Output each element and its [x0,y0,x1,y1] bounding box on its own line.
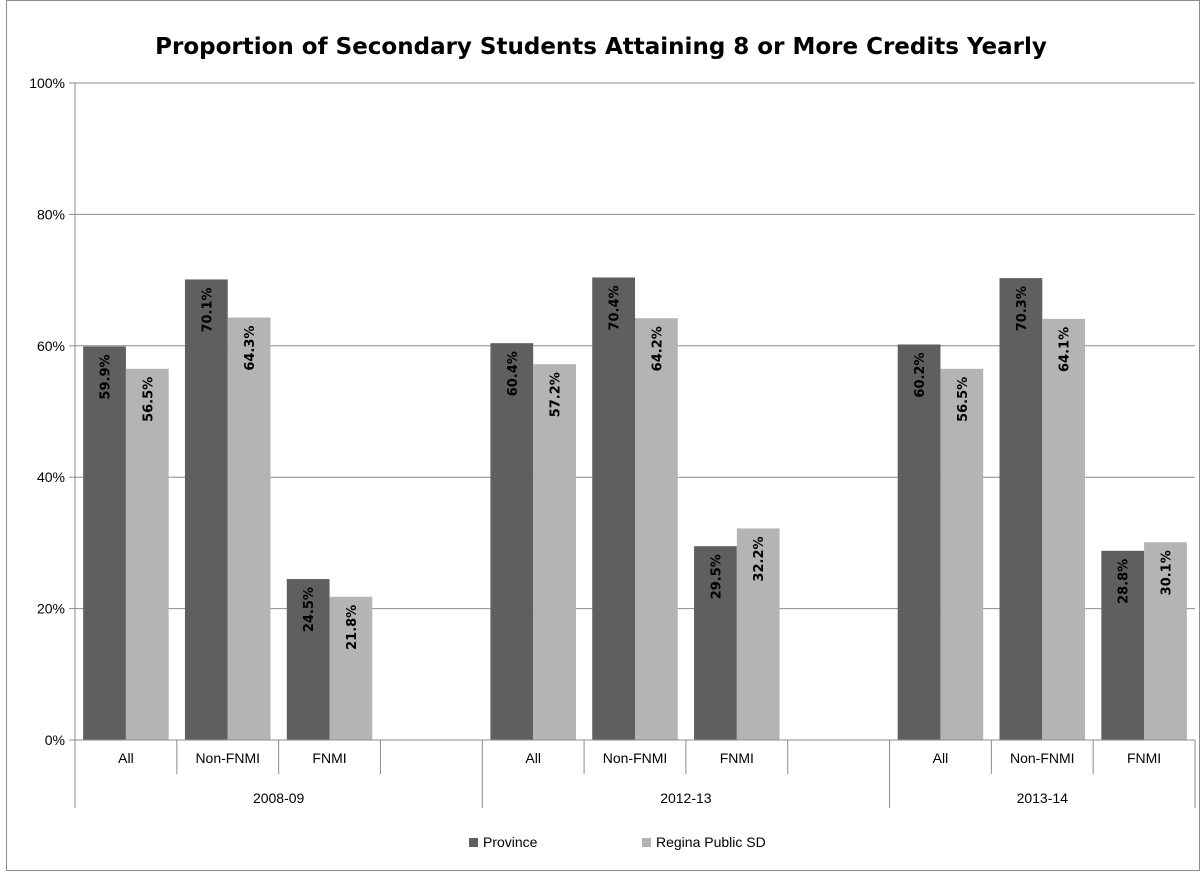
x-axis: All Non-FNMI FNMI All Non-FNMI FNMI All Non-FNM… [74,739,1196,808]
category-label: FNMI [720,750,754,766]
data-label: 70.1% [200,287,215,332]
data-label: 56.5% [141,377,156,422]
bar [83,346,126,740]
data-label: 70.3% [1015,286,1030,331]
data-label: 64.1% [1058,327,1073,372]
category-label: FNMI [1127,750,1161,766]
bar [940,368,984,740]
y-tick-label: 0% [45,732,65,748]
bar [329,596,373,740]
chart-title: Proportion of Secondary Students Attaini… [155,34,1047,60]
y-tick-label: 40% [37,469,65,485]
bar [125,368,169,740]
bar [490,343,534,740]
data-label: 70.4% [608,285,623,330]
data-labels: 59.9% 56.5% 70.1% 64.3% 24.5% 21.8% 60.4% 57.2%… [99,285,1175,649]
bar [227,317,271,740]
bar [592,277,635,740]
legend-label: Province [483,834,538,850]
bar [736,528,780,740]
legend-swatch [469,838,478,847]
data-label: 59.9% [99,354,114,399]
legend: Province Regina Public SD [469,834,766,850]
data-label: 24.5% [302,587,317,632]
category-label: FNMI [312,750,346,766]
group-label: 2013-14 [1017,790,1069,806]
bar [694,546,737,740]
bar [1042,318,1086,740]
bar [999,278,1043,740]
group-label: 2008-09 [253,790,305,806]
category-label: All [118,750,134,766]
y-tick-label: 60% [37,338,65,354]
y-axis-ticks: 0% 20% 40% 60% 80% 100% [29,75,65,748]
legend-label: Regina Public SD [656,834,766,850]
y-tick-label: 80% [37,206,65,222]
y-tick-label: 100% [29,75,65,91]
category-label: All [525,750,541,766]
category-label: Non-FNMI [195,750,260,766]
bars [83,277,1187,740]
bar [533,364,576,740]
data-label: 64.2% [650,326,665,371]
bar [286,579,330,740]
data-label: 64.3% [243,326,258,371]
data-label: 60.4% [506,351,521,396]
data-label: 57.2% [549,372,564,417]
bar [897,344,941,740]
category-label: All [933,750,949,766]
category-label: Non-FNMI [603,750,668,766]
data-label: 28.8% [1117,559,1132,604]
data-label: 32.2% [752,536,767,581]
data-label: 30.1% [1159,550,1174,595]
bar [1101,550,1145,740]
bar [184,279,228,740]
data-label: 29.5% [709,554,724,599]
bar [635,318,678,740]
group-label: 2012-13 [660,790,712,806]
data-label: 21.8% [345,605,360,650]
bar [1144,542,1187,740]
data-label: 56.5% [956,377,971,422]
y-tick-label: 20% [37,601,65,617]
data-label: 60.2% [913,352,928,397]
legend-swatch [642,838,651,847]
category-label: Non-FNMI [1010,750,1075,766]
